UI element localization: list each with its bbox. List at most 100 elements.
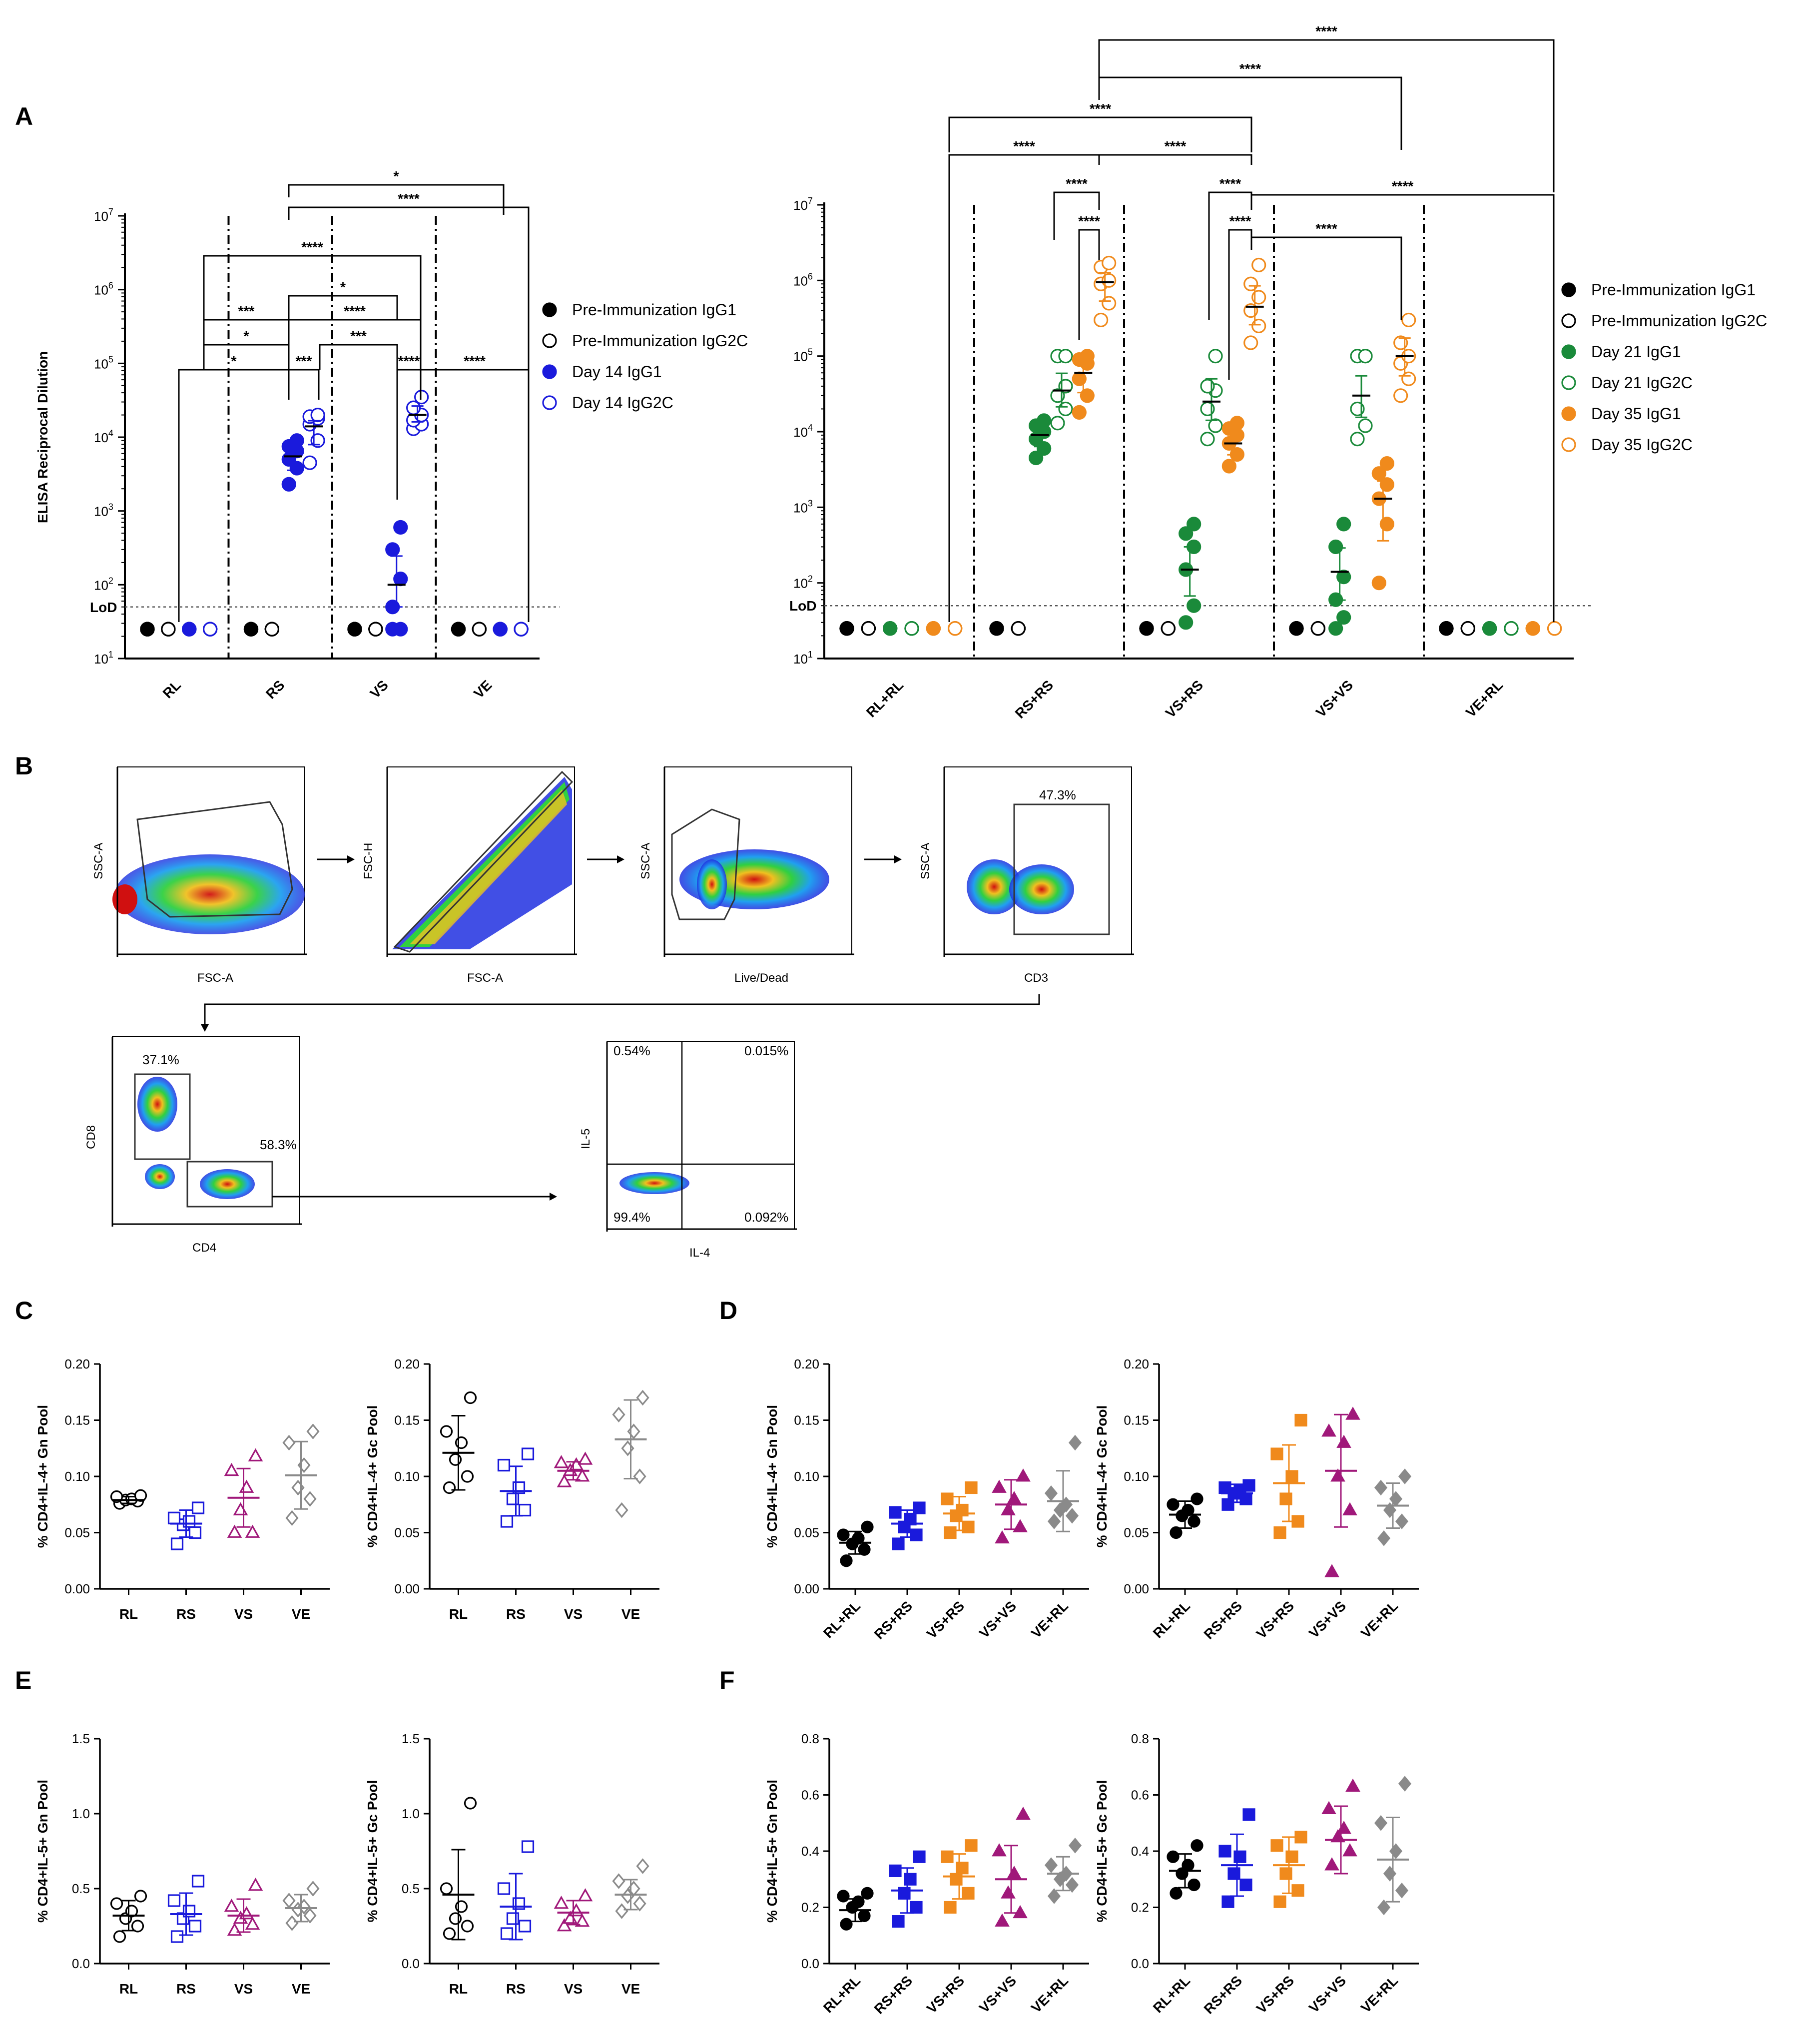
data-point <box>1285 1470 1298 1483</box>
legend-marker <box>1561 282 1576 297</box>
chart-c-gn: 0.00 0.05 0.10 0.15 0.20 % CD4+IL-4+ Gn Pool R… <box>35 1357 330 1622</box>
significance-bracket <box>1208 191 1252 320</box>
significance-bracket <box>1098 39 1555 192</box>
data-point <box>451 622 466 637</box>
significance-bracket <box>178 369 290 622</box>
x-tick-label: VE+RL <box>1028 1973 1071 2016</box>
data-point <box>182 622 197 637</box>
data-point <box>858 1909 871 1922</box>
significance-label: **** <box>1392 178 1414 194</box>
data-point <box>1044 1485 1058 1501</box>
x-tick-label: RS+RS <box>1201 1973 1245 2017</box>
data-point <box>1182 1859 1195 1872</box>
data-point <box>1504 621 1519 636</box>
data-point <box>861 1887 874 1900</box>
data-point <box>1007 1491 1022 1504</box>
data-point <box>575 1914 590 1927</box>
facs-6-xlabel: IL-4 <box>689 1246 710 1260</box>
significance-label: **** <box>1165 138 1187 154</box>
significance-bracket <box>1250 236 1402 320</box>
y-tick-label: 0.15 <box>64 1413 90 1428</box>
data-point <box>170 1930 184 1943</box>
x-tick-label: RS+RS <box>871 1598 915 1642</box>
x-tick-label: VS+RS <box>1163 677 1206 720</box>
y-tick-label: 0.05 <box>394 1525 420 1540</box>
significance-label: * <box>340 279 346 295</box>
y-tick-label: 0.10 <box>64 1469 90 1484</box>
data-point <box>1395 1883 1409 1899</box>
facs-4-xlabel: CD3 <box>1024 971 1048 985</box>
y-tick-label: 104 <box>793 423 813 440</box>
data-point <box>191 1501 205 1514</box>
data-point <box>636 1389 649 1406</box>
data-point <box>840 1918 853 1931</box>
data-point <box>303 1908 317 1924</box>
data-point <box>1294 1831 1307 1844</box>
legend-label: Day 14 IgG1 <box>572 363 662 381</box>
data-point <box>1328 621 1343 636</box>
x-tick-label: VS <box>234 1606 253 1622</box>
data-point <box>161 622 176 637</box>
data-point <box>443 1927 456 1940</box>
x-tick-label: VE+RL <box>1358 1598 1401 1641</box>
significance-bracket <box>948 154 1100 622</box>
y-tick-label: 106 <box>793 271 813 288</box>
legend-label: Pre-Immunization IgG1 <box>572 301 736 319</box>
facs-plot-3: Live/Dead SSC-A <box>639 766 854 985</box>
y-tick-label: 0.10 <box>394 1469 420 1484</box>
data-point <box>1324 1857 1339 1871</box>
data-point <box>989 621 1004 636</box>
data-point <box>1218 1845 1231 1858</box>
facs-5-gate-cd4: 58.3% <box>260 1137 297 1152</box>
y-axis-title: % CD4+IL-5+ Gn Pool <box>764 1780 780 1923</box>
data-point <box>1218 1481 1231 1494</box>
x-tick-label: RS <box>506 1981 526 1997</box>
data-point <box>393 622 408 637</box>
panel-label-b: B <box>15 752 33 780</box>
y-tick-label: 0.4 <box>801 1844 819 1859</box>
x-tick-label: VS+RS <box>1253 1973 1297 2016</box>
data-point <box>1058 349 1073 364</box>
significance-bracket <box>1053 191 1100 240</box>
data-point <box>1001 1885 1016 1899</box>
data-point <box>461 1470 474 1483</box>
data-point <box>493 622 508 637</box>
data-point <box>518 1920 532 1933</box>
data-point <box>889 1506 902 1519</box>
data-point <box>282 1893 296 1909</box>
y-tick-label: 0.5 <box>402 1881 420 1896</box>
x-tick-label: VE <box>621 1606 640 1622</box>
data-point <box>1345 1778 1360 1792</box>
data-point <box>1547 621 1562 636</box>
facs-gating: FSC-A SSC-A FSC-A FSC-H Live/Dead <box>84 766 1134 1260</box>
y-tick-label: 1.0 <box>72 1806 90 1821</box>
data-point <box>310 407 325 423</box>
y-tick-label: 102 <box>94 576 113 593</box>
data-point <box>455 1900 468 1913</box>
facs-plot-6: 0.54% 0.015% 99.4% 0.092% IL-4 IL-5 <box>579 1041 797 1260</box>
facs-4-gate-pct: 47.3% <box>1039 787 1076 802</box>
data-point <box>1221 459 1236 474</box>
data-point <box>1047 1513 1061 1529</box>
data-point <box>861 1520 874 1533</box>
data-point <box>889 1864 902 1877</box>
significance-bracket <box>948 116 1252 152</box>
data-point <box>414 390 429 405</box>
data-point <box>1188 1515 1200 1528</box>
significance-label: *** <box>350 328 367 344</box>
data-point <box>1179 526 1194 541</box>
data-point <box>941 1492 954 1505</box>
data-point <box>569 1903 584 1917</box>
y-tick-label: 0.00 <box>64 1581 90 1596</box>
data-point <box>514 622 529 637</box>
data-point <box>627 1423 640 1439</box>
legend-marker <box>542 395 557 410</box>
y-tick-label: 101 <box>793 650 813 667</box>
y-tick-label: 0.10 <box>1124 1469 1149 1484</box>
data-point <box>497 1458 511 1472</box>
significance-label: * <box>394 168 399 184</box>
data-point <box>1270 1839 1283 1852</box>
y-tick-label: 0.00 <box>394 1581 420 1596</box>
significance-label: **** <box>398 353 420 369</box>
y-tick-label: 103 <box>793 498 813 515</box>
